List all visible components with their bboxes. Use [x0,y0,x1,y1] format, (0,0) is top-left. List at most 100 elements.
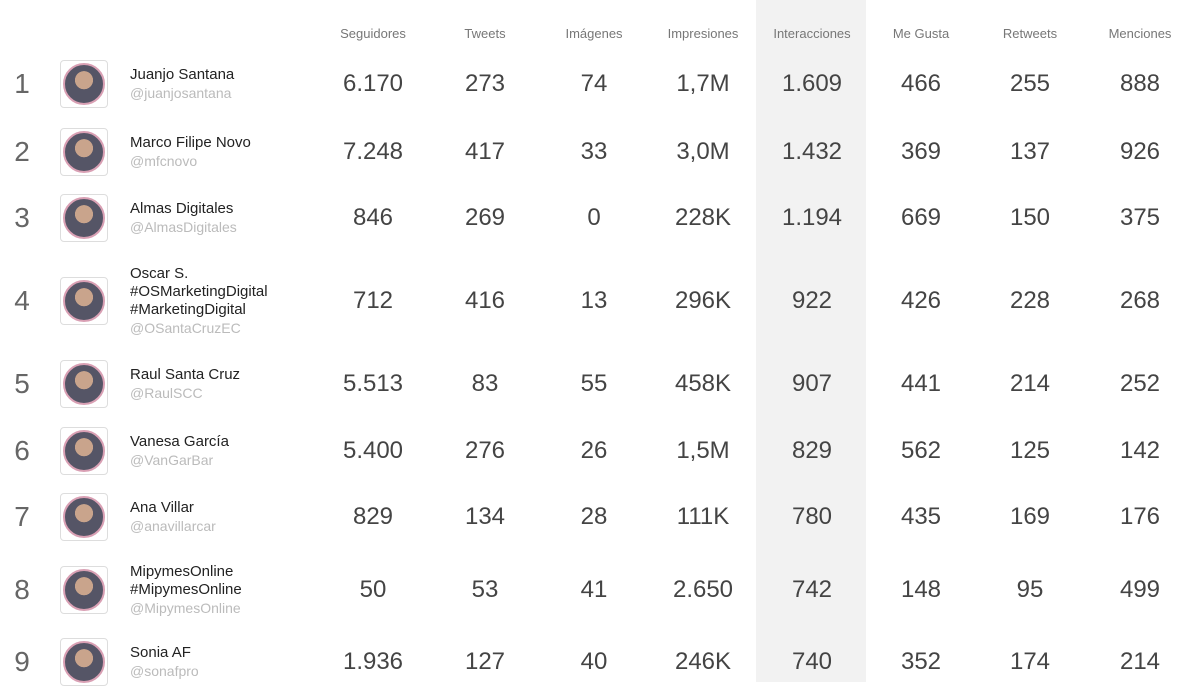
metric-value: 846 [353,204,393,232]
metric-value: 252 [1120,370,1160,398]
name-line: Ana Villar [130,499,216,517]
metric-value: 296K [675,287,731,315]
metric-value: 441 [901,370,941,398]
metric-value: 268 [1120,287,1160,315]
rank: 7 [14,501,30,533]
column-header: Interacciones [773,26,850,41]
metric-value: 1,7M [676,70,729,98]
avatar [60,638,108,686]
user-name: Raul Santa Cruz@RaulSCC [130,366,240,402]
rank: 4 [14,285,30,317]
user-name: MipymesOnline#MipymesOnline@MipymesOnlin… [130,563,242,617]
avatar [60,566,108,614]
name-line: Sonia AF [130,644,199,662]
metric-value: 33 [581,138,608,166]
metric-value: 28 [581,503,608,531]
metric-value: 352 [901,648,941,676]
metric-value: 74 [581,70,608,98]
page: SeguidoresTweetsImágenesImpresionesInter… [0,0,1180,682]
rank: 8 [14,574,30,606]
rank: 2 [14,136,30,168]
metric-value: 111K [677,503,730,531]
metric-value: 125 [1010,437,1050,465]
metric-value: 907 [792,370,832,398]
metric-value: 134 [465,503,505,531]
metric-value: 1.194 [782,204,842,232]
metric-value: 0 [587,204,600,232]
avatar [60,493,108,541]
avatar-image [63,569,105,611]
name-line: #MipymesOnline [130,581,242,599]
metric-value: 922 [792,287,832,315]
rank: 3 [14,202,30,234]
metric-value: 829 [353,503,393,531]
user-handle: @RaulSCC [130,384,240,402]
metric-value: 7.248 [343,138,403,166]
avatar [60,277,108,325]
metric-value: 169 [1010,503,1050,531]
metric-value: 6.170 [343,70,403,98]
metric-value: 83 [472,370,499,398]
metric-value: 176 [1120,503,1160,531]
user-handle: @sonafpro [130,662,199,680]
metric-value: 888 [1120,70,1160,98]
metric-value: 246K [675,648,731,676]
metric-value: 1,5M [676,437,729,465]
metric-value: 148 [901,576,941,604]
column-header: Impresiones [668,26,739,41]
name-line: MipymesOnline [130,563,242,581]
metric-value: 1.432 [782,138,842,166]
metric-value: 416 [465,287,505,315]
avatar [60,427,108,475]
metric-value: 13 [581,287,608,315]
column-header: Imágenes [565,26,622,41]
metric-value: 780 [792,503,832,531]
user-name: Oscar S.#OSMarketingDigital#MarketingDig… [130,265,268,337]
rank: 9 [14,646,30,678]
metric-value: 41 [581,576,608,604]
metric-value: 466 [901,70,941,98]
metric-value: 142 [1120,437,1160,465]
user-name: Sonia AF@sonafpro [130,644,199,680]
metric-value: 269 [465,204,505,232]
metric-value: 53 [472,576,499,604]
metric-value: 228K [675,204,731,232]
metric-value: 369 [901,138,941,166]
user-handle: @OSantaCruzEC [130,319,268,337]
column-header: Me Gusta [893,26,949,41]
metric-value: 458K [675,370,731,398]
metric-value: 375 [1120,204,1160,232]
metric-value: 1.609 [782,70,842,98]
name-line: #OSMarketingDigital [130,283,268,301]
user-name: Marco Filipe Novo@mfcnovo [130,134,251,170]
metric-value: 426 [901,287,941,315]
metric-value: 669 [901,204,941,232]
avatar [60,360,108,408]
user-name: Almas Digitales@AlmasDigitales [130,200,237,236]
name-line: Marco Filipe Novo [130,134,251,152]
avatar [60,194,108,242]
rank: 5 [14,368,30,400]
metric-value: 55 [581,370,608,398]
metric-value: 40 [581,648,608,676]
user-handle: @anavillarcar [130,517,216,535]
avatar-image [63,430,105,472]
user-handle: @juanjosantana [130,84,234,102]
metric-value: 562 [901,437,941,465]
metric-value: 276 [465,437,505,465]
metric-value: 214 [1010,370,1050,398]
metric-value: 228 [1010,287,1050,315]
metric-value: 174 [1010,648,1050,676]
metric-value: 5.513 [343,370,403,398]
avatar [60,60,108,108]
metric-value: 26 [581,437,608,465]
metric-value: 137 [1010,138,1050,166]
avatar-image [63,63,105,105]
name-line: Raul Santa Cruz [130,366,240,384]
metric-value: 417 [465,138,505,166]
user-name: Vanesa García@VanGarBar [130,433,229,469]
avatar-image [63,131,105,173]
avatar-image [63,641,105,683]
name-line: Juanjo Santana [130,66,234,84]
metric-value: 255 [1010,70,1050,98]
